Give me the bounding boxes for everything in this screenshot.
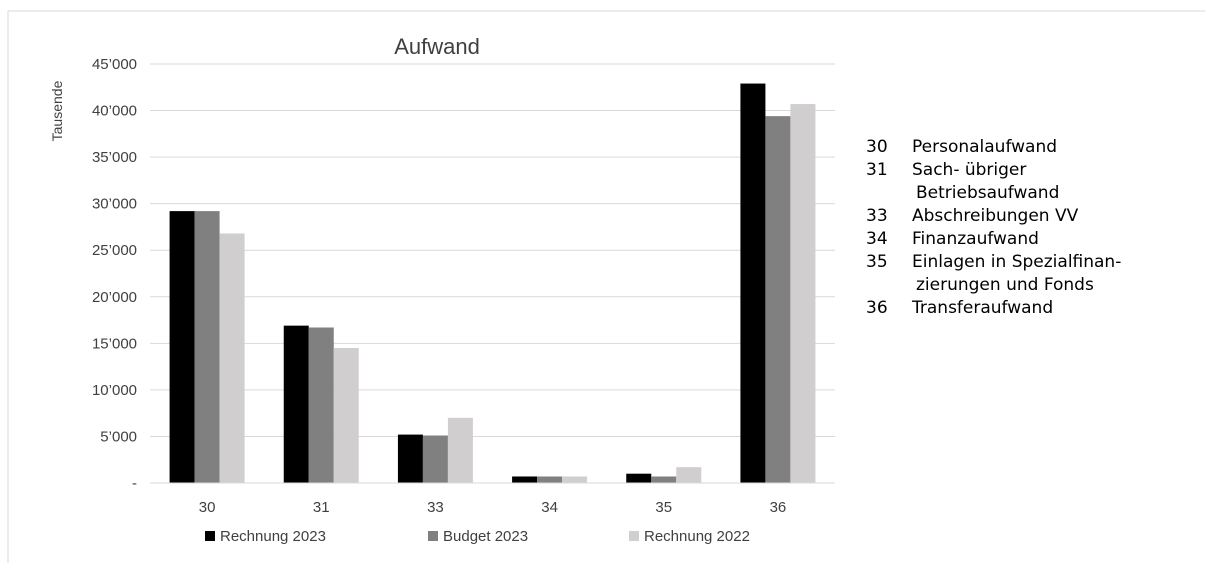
y-tick-label: - xyxy=(132,475,137,492)
x-tick-label: 30 xyxy=(199,499,216,516)
bar-35-rechnung-2023 xyxy=(626,473,652,483)
category-code: 30 xyxy=(866,137,888,157)
bottom-legend: Rechnung 2023 Budget 2023 Rechnung 2022 xyxy=(205,528,750,545)
bar-36-budget-2023 xyxy=(765,116,791,484)
y-tick-label: 5’000 xyxy=(100,428,137,445)
bar-30-rechnung-2022 xyxy=(219,233,245,483)
category-legend-item: 33 Abschreibungen VV xyxy=(866,205,1196,228)
bar-30-budget-2023 xyxy=(194,211,220,484)
category-description-line: Transferaufwand xyxy=(912,298,1054,318)
x-tick-label: 33 xyxy=(427,499,444,516)
category-code: 33 xyxy=(866,206,888,226)
category-description-line: Finanzaufwand xyxy=(912,229,1039,249)
legend-label: Budget 2023 xyxy=(443,528,528,545)
legend-swatch xyxy=(428,531,438,541)
category-code: 35 xyxy=(866,252,888,272)
y-tick-label: 10’000 xyxy=(92,382,137,399)
category-description: Personalaufwand xyxy=(912,136,1196,159)
legend-label: Rechnung 2023 xyxy=(220,528,326,545)
bar-36-rechnung-2022 xyxy=(790,104,816,483)
category-description-line: zierungen und Fonds xyxy=(916,275,1094,295)
category-legend-item: 31 Sach- übriger Betriebsaufwand xyxy=(866,159,1196,205)
bar-35-rechnung-2022 xyxy=(676,467,702,483)
category-description-line: Sach- übriger xyxy=(912,160,1027,180)
x-tick-label: 35 xyxy=(655,499,672,516)
category-description: Finanzaufwand xyxy=(912,228,1196,251)
legend-label: Rechnung 2022 xyxy=(644,528,750,545)
bar-34-budget-2023 xyxy=(537,476,563,483)
axes: - 5’000 10’000 15’000 20’000 25’000 30’000 35’0… xyxy=(92,56,835,516)
bar-34-rechnung-2023 xyxy=(512,476,538,483)
bar-31-budget-2023 xyxy=(308,327,334,483)
chart-title: Aufwand xyxy=(394,34,480,59)
category-description-line: Personalaufwand xyxy=(912,137,1058,157)
category-legend-item: 36 Transferaufwand xyxy=(866,297,1196,320)
y-tick-label: 30’000 xyxy=(92,196,137,213)
category-legend: 30 Personalaufwand 31 Sach- übriger Betriebs… xyxy=(866,136,1196,320)
category-code: 31 xyxy=(866,160,888,180)
y-tick-label: 20’000 xyxy=(92,289,137,306)
x-tick-label: 36 xyxy=(770,499,787,516)
category-legend-item: 34 Finanzaufwand xyxy=(866,228,1196,251)
x-tick-label: 31 xyxy=(313,499,330,516)
bar-33-rechnung-2022 xyxy=(447,417,473,483)
category-description: Einlagen in Spezialfinan-zierungen und F… xyxy=(912,251,1196,297)
bars xyxy=(169,83,816,484)
y-tick-label: 45’000 xyxy=(92,56,137,73)
y-tick-label: 25’000 xyxy=(92,242,137,259)
legend-swatch xyxy=(205,531,215,541)
gridlines xyxy=(150,63,835,437)
bar-35-budget-2023 xyxy=(651,476,677,483)
bar-30-rechnung-2023 xyxy=(169,211,195,484)
bar-33-rechnung-2023 xyxy=(397,434,423,483)
category-description: Abschreibungen VV xyxy=(912,205,1196,228)
category-description-line: Betriebsaufwand xyxy=(916,183,1060,203)
x-tick-label: 34 xyxy=(541,499,558,516)
category-code: 34 xyxy=(866,229,888,249)
legend-swatch xyxy=(629,531,639,541)
y-axis-label: Tausende xyxy=(49,80,65,141)
bar-31-rechnung-2023 xyxy=(283,325,309,483)
bar-34-rechnung-2022 xyxy=(562,476,588,483)
category-description: Transferaufwand xyxy=(912,297,1196,320)
category-legend-item: 35 Einlagen in Spezialfinan-zierungen und… xyxy=(866,251,1196,297)
bar-31-rechnung-2022 xyxy=(333,347,359,483)
category-code: 36 xyxy=(866,298,888,318)
y-tick-label: 40’000 xyxy=(92,103,137,120)
y-tick-label: 15’000 xyxy=(92,335,137,352)
category-description: Sach- übriger Betriebsaufwand xyxy=(912,159,1196,205)
category-description-line: Abschreibungen VV xyxy=(912,206,1079,226)
y-tick-label: 35’000 xyxy=(92,149,137,166)
category-legend-item: 30 Personalaufwand xyxy=(866,136,1196,159)
bar-33-budget-2023 xyxy=(422,435,448,483)
bar-36-rechnung-2023 xyxy=(740,83,766,483)
category-description-line: Einlagen in Spezialfinan- xyxy=(912,252,1122,272)
